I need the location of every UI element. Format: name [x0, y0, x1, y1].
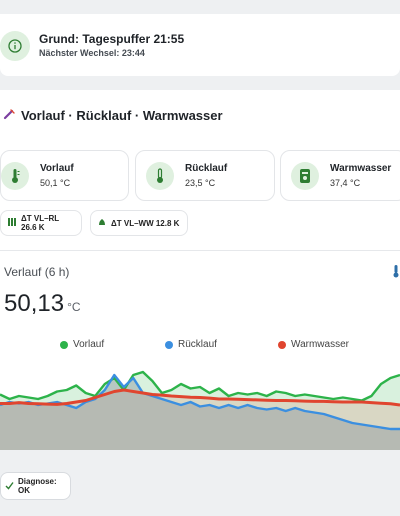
tile-name: Rücklauf: [185, 163, 228, 174]
legend-dot: [278, 340, 286, 349]
tile-value: 23,5 °C: [185, 178, 216, 188]
delta-vl-rl-chip[interactable]: ΔT VL–RL 26.6 K: [0, 210, 82, 236]
chip-label: ΔT VL–WW 12.8 K: [111, 218, 180, 228]
check-icon: [5, 481, 14, 492]
legend-vorlauf[interactable]: Vorlauf: [60, 339, 104, 350]
series-line-0: [0, 370, 400, 402]
legend-label: Rücklauf: [178, 339, 217, 350]
tile-name: Vorlauf: [40, 163, 74, 174]
legend-label: Warmwasser: [291, 339, 349, 350]
series-area-2: [0, 390, 400, 450]
history-chart: [0, 370, 400, 450]
series-area-1: [0, 375, 400, 450]
legend-label: Vorlauf: [73, 339, 105, 350]
tile-name: Warmwasser: [330, 163, 392, 174]
tile-value: 50,1 °C: [40, 178, 71, 188]
series-line-2: [0, 388, 400, 407]
section-header: Vorlauf · Rücklauf · Warmwasser: [3, 108, 223, 123]
legend-ruecklauf[interactable]: Rücklauf: [165, 339, 217, 350]
info-icon: [0, 31, 30, 61]
thermometer-icon: [1, 162, 29, 190]
next-change-text: Nächster Wechsel: 23:44: [39, 48, 145, 58]
water-heater-icon: [291, 162, 319, 190]
reason-text: Grund: Tagespuffer 21:55: [39, 32, 185, 46]
radiator-icon: [7, 217, 17, 229]
tile-ruecklauf[interactable]: Rücklauf 23,5 °C: [135, 150, 275, 201]
thermometer-icon[interactable]: [392, 264, 400, 283]
legend-warmwasser[interactable]: Warmwasser: [278, 339, 349, 350]
delta-vl-ww-chip[interactable]: ΔT VL–WW 12.8 K: [90, 210, 188, 236]
thermometer-icon: [3, 108, 15, 123]
chart-title: Verlauf (6 h): [4, 265, 70, 279]
chip-label: ΔT VL–RL 26.6 K: [21, 214, 60, 232]
status-card: Grund: Tagespuffer 21:55 Nächster Wechse…: [0, 14, 400, 76]
legend-dot: [60, 340, 68, 349]
section-title: Vorlauf · Rücklauf · Warmwasser: [21, 108, 223, 123]
chart-current-value: 50,13 °C: [4, 290, 81, 317]
diagnosis-chip[interactable]: Diagnose: OK: [0, 472, 71, 500]
tile-warmwasser[interactable]: Warmwasser 37,4 °C: [280, 150, 400, 201]
temperature-card: Vorlauf · Rücklauf · Warmwasser Vorlauf …: [0, 90, 400, 450]
legend-dot: [165, 340, 173, 349]
tile-value: 37,4 °C: [330, 178, 361, 188]
tile-vorlauf[interactable]: Vorlauf 50,1 °C: [0, 150, 129, 201]
diagnosis-label: Diagnose: OK: [18, 477, 57, 495]
thermometer-icon: [146, 162, 174, 190]
water-icon: [97, 217, 107, 229]
divider: [0, 250, 400, 251]
